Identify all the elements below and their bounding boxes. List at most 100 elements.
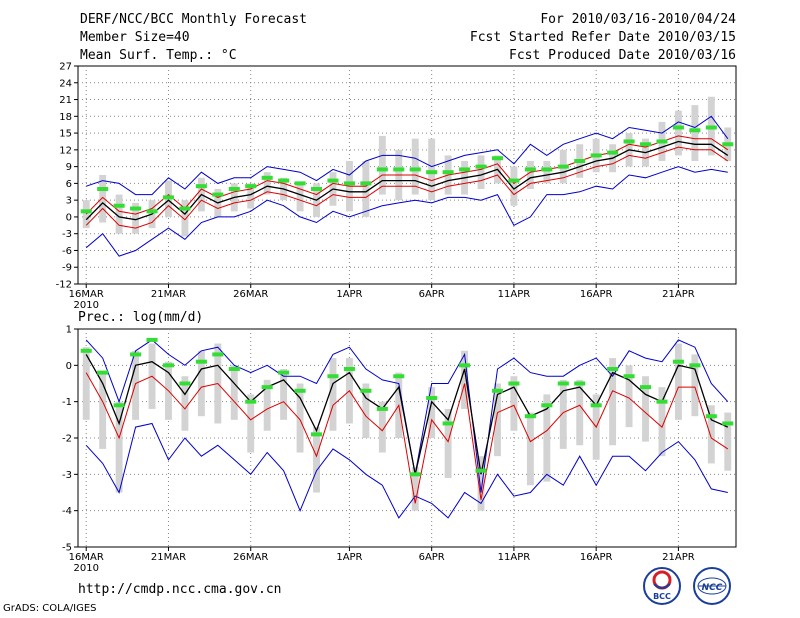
prec-marker bbox=[459, 363, 471, 368]
temp-spread-box bbox=[247, 183, 255, 209]
prec-xtick-label: 21MAR bbox=[151, 552, 186, 563]
temp-spread-box bbox=[132, 202, 140, 234]
prec-spread-box bbox=[642, 376, 649, 442]
prec-spread-box bbox=[510, 376, 518, 431]
temp-ytick-label: 15 bbox=[59, 129, 72, 140]
prec-marker bbox=[195, 359, 207, 364]
prec-spread-box bbox=[428, 387, 436, 438]
temp-series-min-line bbox=[85, 166, 728, 257]
temp-marker bbox=[245, 184, 257, 189]
bcc-logo-text: BCC bbox=[653, 592, 671, 601]
prec-marker bbox=[607, 366, 619, 371]
temp-spread-box bbox=[526, 161, 534, 189]
temp-marker bbox=[409, 167, 421, 172]
temp-xtick-label: 16MAR bbox=[69, 289, 104, 300]
temp-ytick-label: 6 bbox=[66, 179, 72, 190]
temp-marker bbox=[689, 128, 701, 133]
temp-marker bbox=[393, 167, 405, 172]
temp-spread-box bbox=[362, 161, 370, 217]
prec-marker bbox=[179, 381, 191, 386]
temp-spread-box bbox=[115, 194, 123, 234]
prec-marker bbox=[261, 385, 273, 390]
prec-spread-box bbox=[411, 467, 419, 511]
logos: BCC NCC bbox=[643, 567, 731, 605]
temp-series-max-line bbox=[86, 115, 729, 196]
temp-marker bbox=[179, 206, 191, 211]
prec-spread-box bbox=[230, 365, 238, 420]
prec-marker bbox=[245, 399, 257, 404]
temp-ytick-label: 0 bbox=[66, 212, 72, 223]
bcc-logo: BCC bbox=[643, 567, 681, 605]
prec-xtick-label: 11APR bbox=[498, 552, 531, 563]
temp-marker bbox=[475, 164, 487, 169]
grads-credit: GrADS: COLA/IGES bbox=[3, 603, 97, 614]
temp-xtick-label: 1APR bbox=[336, 289, 362, 300]
temp-series-median-line bbox=[85, 146, 729, 229]
temp-ytick-label: 18 bbox=[59, 112, 72, 123]
temp-xtick-label: 11APR bbox=[498, 289, 531, 300]
prec-marker bbox=[689, 363, 701, 368]
temp-marker bbox=[343, 181, 355, 186]
temp-marker bbox=[294, 181, 306, 186]
temp-spread-box bbox=[691, 105, 699, 162]
prec-marker bbox=[162, 363, 175, 368]
prec-marker bbox=[393, 374, 405, 379]
temp-marker bbox=[524, 167, 536, 172]
prec-spread-box bbox=[674, 343, 682, 420]
prec-marker bbox=[524, 414, 536, 419]
prec-marker bbox=[508, 381, 520, 386]
prec-ytick-label: 0 bbox=[66, 361, 72, 372]
temp-marker bbox=[426, 170, 438, 175]
prec-marker bbox=[278, 370, 290, 375]
temp-marker bbox=[310, 186, 323, 191]
temp-ytick-label: 27 bbox=[59, 62, 72, 73]
temp-series-upper-line bbox=[85, 135, 729, 215]
prec-spread-box bbox=[444, 408, 452, 478]
temp-marker bbox=[97, 186, 109, 191]
prec-ytick-label: -5 bbox=[62, 543, 72, 554]
prec-marker bbox=[212, 352, 224, 357]
prec-spread-box bbox=[526, 412, 534, 486]
temp-marker bbox=[442, 170, 454, 175]
prec-marker bbox=[442, 421, 454, 426]
temp-ytick-label: 21 bbox=[59, 95, 72, 106]
temp-marker bbox=[623, 139, 635, 144]
temp-xtick-label: 21APR bbox=[662, 289, 695, 300]
prec-spread-box bbox=[707, 405, 715, 464]
prec-ytick-label: -3 bbox=[62, 470, 72, 481]
temp-spread-box bbox=[378, 135, 386, 195]
prec-marker bbox=[656, 399, 668, 404]
refer-date: Fcst Started Refer Date 2010/03/15 bbox=[469, 30, 736, 45]
temp-marker bbox=[261, 175, 273, 180]
temp-spread-box bbox=[99, 175, 107, 223]
temp-ytick-label: 12 bbox=[59, 145, 72, 156]
temp-marker bbox=[656, 139, 668, 144]
temp-marker bbox=[278, 178, 290, 183]
variable-label: Mean Surf. Temp.: °C bbox=[80, 48, 237, 63]
temp-ytick-label: -3 bbox=[62, 229, 72, 240]
prec-marker bbox=[310, 432, 323, 437]
prec-marker bbox=[97, 370, 109, 375]
prec-ytick-label: -4 bbox=[62, 506, 72, 517]
temp-marker bbox=[212, 192, 224, 197]
prec-spread-box bbox=[559, 379, 567, 449]
prec-spread-box bbox=[477, 456, 485, 511]
prec-marker bbox=[376, 406, 388, 411]
prec-marker bbox=[228, 366, 240, 371]
temp-marker bbox=[607, 150, 619, 155]
prec-spread-box bbox=[461, 350, 469, 409]
prec-marker bbox=[343, 366, 355, 371]
source-url[interactable]: http://cmdp.ncc.cma.gov.cn bbox=[78, 582, 282, 597]
temp-spread-box bbox=[263, 172, 271, 195]
temp-marker bbox=[672, 125, 684, 130]
temp-marker bbox=[459, 167, 471, 172]
temp-xtick-label: 26MAR bbox=[233, 289, 268, 300]
prec-marker bbox=[409, 472, 421, 477]
member-size: Member Size=40 bbox=[80, 30, 190, 45]
temp-xtick-label: 6APR bbox=[419, 289, 445, 300]
temp-ytick-label: 9 bbox=[66, 162, 72, 173]
produced-date: Fcst Produced Date 2010/03/16 bbox=[509, 48, 736, 63]
ncc-logo-text: NCC bbox=[702, 583, 723, 593]
precip-label: Prec.: log(mm/d) bbox=[78, 310, 204, 325]
prec-marker bbox=[146, 337, 158, 342]
